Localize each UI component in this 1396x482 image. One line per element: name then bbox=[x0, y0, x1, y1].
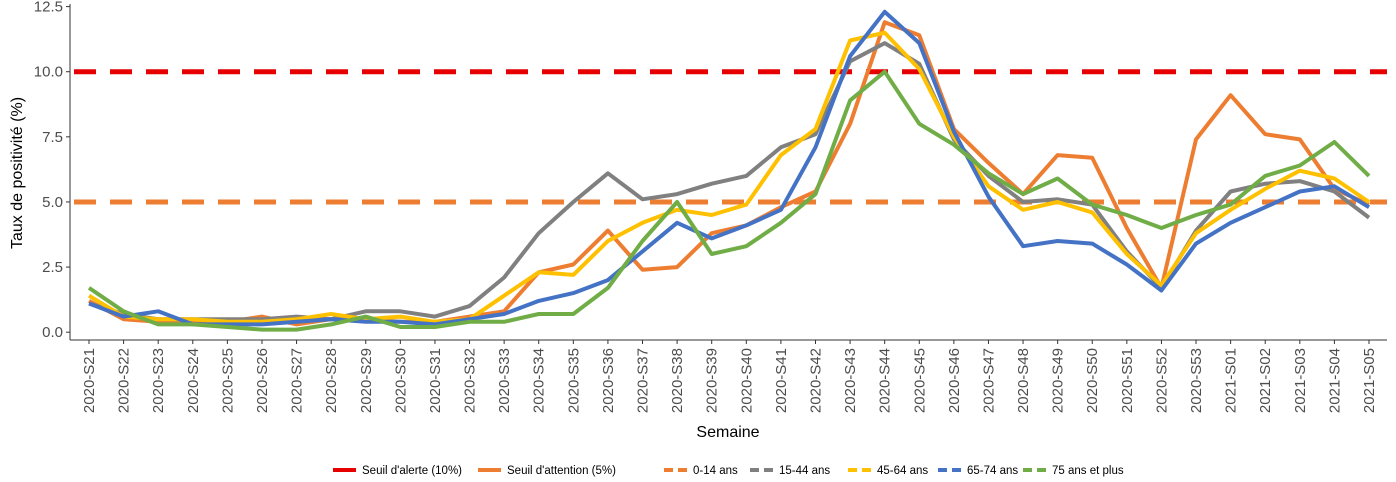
legend-label: 65-74 ans bbox=[967, 465, 1018, 477]
y-tick-label: 2.5 bbox=[42, 259, 63, 276]
legend-label: 15-44 ans bbox=[779, 465, 830, 477]
x-tick-label: 2020-S48 bbox=[1015, 348, 1032, 413]
x-tick-label: 2020-S34 bbox=[531, 348, 548, 413]
x-tick-label: 2020-S21 bbox=[81, 348, 98, 413]
legend-label: 0-14 ans bbox=[693, 465, 738, 477]
legend-label: Seuil d'attention (5%) bbox=[507, 465, 616, 477]
x-tick-label: 2020-S47 bbox=[980, 348, 997, 413]
x-tick-label: 2020-S27 bbox=[289, 348, 306, 413]
y-tick-labels: 0.0 2.5 5.0 7.5 10.0 12.5 bbox=[34, 0, 63, 341]
y-tick-label: 5.0 bbox=[42, 194, 63, 211]
x-tick-label: 2020-S52 bbox=[1153, 348, 1170, 413]
legend: Seuil d'alerte (10%) Seuil d'attention (5… bbox=[333, 465, 1124, 477]
x-tick-label: 2020-S43 bbox=[842, 348, 859, 413]
x-tick-label: 2020-S29 bbox=[358, 348, 375, 413]
legend-label: 45-64 ans bbox=[877, 465, 928, 477]
axes bbox=[66, 4, 1387, 344]
x-tick-label: 2020-S42 bbox=[807, 348, 824, 413]
x-tick-label: 2020-S35 bbox=[565, 348, 582, 413]
x-tick-label: 2020-S26 bbox=[254, 348, 271, 413]
x-tick-label: 2020-S51 bbox=[1119, 348, 1136, 413]
x-tick-label: 2020-S24 bbox=[185, 348, 202, 413]
series-line bbox=[88, 9, 1371, 327]
x-tick-label: 2020-S44 bbox=[877, 348, 894, 413]
x-tick-label: 2020-S23 bbox=[150, 348, 167, 413]
x-tick-label: 2020-S50 bbox=[1084, 348, 1101, 413]
x-tick-label: 2020-S46 bbox=[946, 348, 963, 413]
series-line bbox=[88, 41, 1371, 322]
x-tick-label: 2020-S49 bbox=[1050, 348, 1067, 413]
y-tick-label: 7.5 bbox=[42, 129, 63, 146]
x-axis-title: Semaine bbox=[696, 424, 759, 441]
x-tick-label: 2020-S53 bbox=[1188, 348, 1205, 413]
y-tick-label: 12.5 bbox=[34, 0, 63, 16]
x-tick-label: 2020-S32 bbox=[462, 348, 479, 413]
y-tick-label: 10.0 bbox=[34, 64, 63, 81]
y-tick-label: 0.0 bbox=[42, 324, 63, 341]
x-tick-label: 2020-S28 bbox=[323, 348, 340, 413]
x-tick-label: 2021-S01 bbox=[1223, 348, 1240, 413]
x-tick-label: 2020-S31 bbox=[427, 348, 444, 413]
threshold-lines bbox=[74, 69, 1387, 205]
x-tick-label: 2020-S40 bbox=[738, 348, 755, 413]
x-tick-label: 2021-S05 bbox=[1361, 348, 1378, 413]
x-tick-label: 2020-S38 bbox=[669, 348, 686, 413]
x-tick-label: 2021-S02 bbox=[1257, 348, 1274, 413]
series-lines bbox=[87, 9, 1371, 332]
series-line bbox=[87, 69, 1371, 332]
x-tick-label: 2020-S33 bbox=[496, 348, 513, 413]
x-tick-label: 2020-S39 bbox=[704, 348, 721, 413]
y-axis-title: Taux de positivité (%) bbox=[9, 97, 26, 249]
x-tick-label: 2020-S22 bbox=[116, 348, 133, 413]
x-tick-label: 2021-S03 bbox=[1292, 348, 1309, 413]
legend-label: Seuil d'alerte (10%) bbox=[362, 465, 462, 477]
x-tick-label: 2021-S04 bbox=[1326, 348, 1343, 413]
series-line bbox=[87, 30, 1371, 324]
x-tick-label: 2020-S25 bbox=[219, 348, 236, 413]
x-tick-label: 2020-S30 bbox=[392, 348, 409, 413]
x-tick-label: 2020-S36 bbox=[600, 348, 617, 413]
x-tick-labels: 2020-S21 2020-S22 2020-S23 2020-S24 2020-S25… bbox=[81, 348, 1378, 413]
x-tick-label: 2020-S45 bbox=[911, 348, 928, 413]
x-tick-label: 2020-S41 bbox=[773, 348, 790, 413]
x-tick-label: 2020-S37 bbox=[635, 348, 652, 413]
series-line bbox=[88, 20, 1370, 327]
legend-label: 75 ans et plus bbox=[1052, 465, 1124, 477]
